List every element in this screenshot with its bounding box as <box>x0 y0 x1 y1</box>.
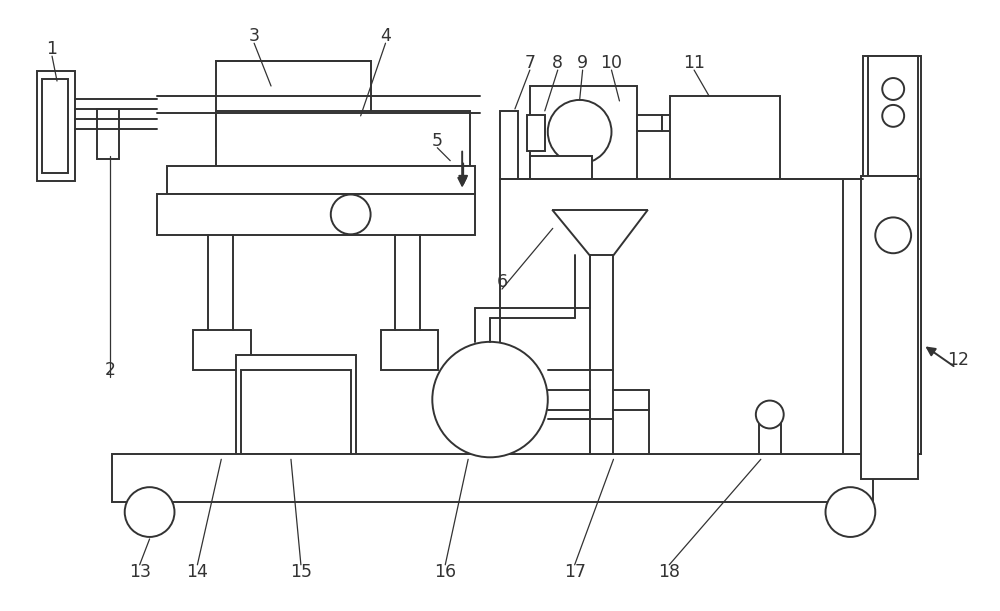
Circle shape <box>756 401 784 428</box>
Circle shape <box>875 218 911 253</box>
Circle shape <box>826 487 875 537</box>
Circle shape <box>125 487 174 537</box>
Bar <box>861 175 918 479</box>
Bar <box>530 86 637 178</box>
Text: 11: 11 <box>683 54 705 72</box>
Text: 2: 2 <box>104 360 115 379</box>
Bar <box>241 370 351 455</box>
Bar <box>662 115 670 131</box>
Bar <box>216 61 371 146</box>
Text: 18: 18 <box>658 563 680 581</box>
Text: 12: 12 <box>947 351 969 369</box>
Bar <box>157 194 475 235</box>
Text: 13: 13 <box>129 563 151 581</box>
Bar <box>381 330 438 370</box>
Bar <box>868 56 918 175</box>
Circle shape <box>331 194 371 235</box>
Bar <box>42 79 68 172</box>
Bar <box>759 417 781 455</box>
Text: 14: 14 <box>186 563 208 581</box>
Bar <box>37 71 75 181</box>
Bar <box>637 115 662 131</box>
Circle shape <box>548 100 611 164</box>
Circle shape <box>882 105 904 127</box>
Text: 4: 4 <box>380 27 391 45</box>
Bar <box>843 178 921 455</box>
Bar <box>500 111 518 178</box>
Text: 10: 10 <box>600 54 622 72</box>
Text: 8: 8 <box>552 54 563 72</box>
Text: 1: 1 <box>47 40 58 58</box>
Text: 15: 15 <box>290 563 312 581</box>
Bar <box>112 455 873 502</box>
Text: 3: 3 <box>249 27 260 45</box>
Bar <box>530 156 592 178</box>
Bar <box>527 115 545 151</box>
Bar <box>863 56 921 455</box>
Text: 9: 9 <box>577 54 588 72</box>
Circle shape <box>882 78 904 100</box>
Text: 17: 17 <box>564 563 586 581</box>
Text: 7: 7 <box>524 54 535 72</box>
Bar <box>500 178 863 455</box>
Bar <box>236 355 356 459</box>
Bar <box>97 109 119 159</box>
Bar <box>216 111 470 166</box>
Bar <box>670 96 780 178</box>
Text: 6: 6 <box>496 273 508 291</box>
Bar <box>167 166 475 194</box>
Text: 16: 16 <box>434 563 456 581</box>
Text: 5: 5 <box>432 132 443 150</box>
Circle shape <box>432 342 548 457</box>
Bar <box>193 330 251 370</box>
